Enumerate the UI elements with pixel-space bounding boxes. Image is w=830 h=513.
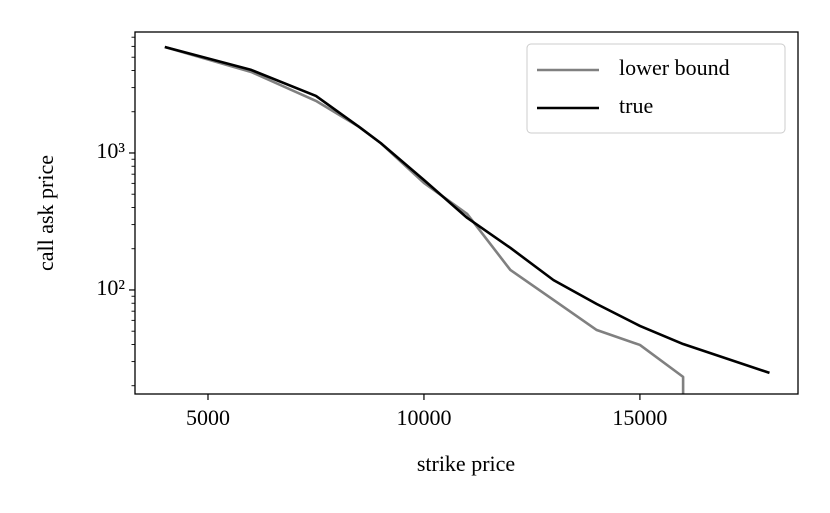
x-tick-label: 5000 [186,405,230,430]
x-tick-label: 15000 [612,405,667,430]
y-tick-label: 10³ [96,138,125,163]
legend-label: lower bound [619,55,730,80]
legend-label: true [619,93,653,118]
series-line [164,45,685,394]
series-line [164,45,770,375]
x-tick-label: 10000 [396,405,451,430]
legend-box [526,43,786,134]
plot-area [164,45,770,394]
y-tick-label: 10² [96,275,125,300]
plot-frame [134,31,799,395]
x-axis-label: strike price [417,451,515,476]
y-axis-label: call ask price [33,155,58,271]
